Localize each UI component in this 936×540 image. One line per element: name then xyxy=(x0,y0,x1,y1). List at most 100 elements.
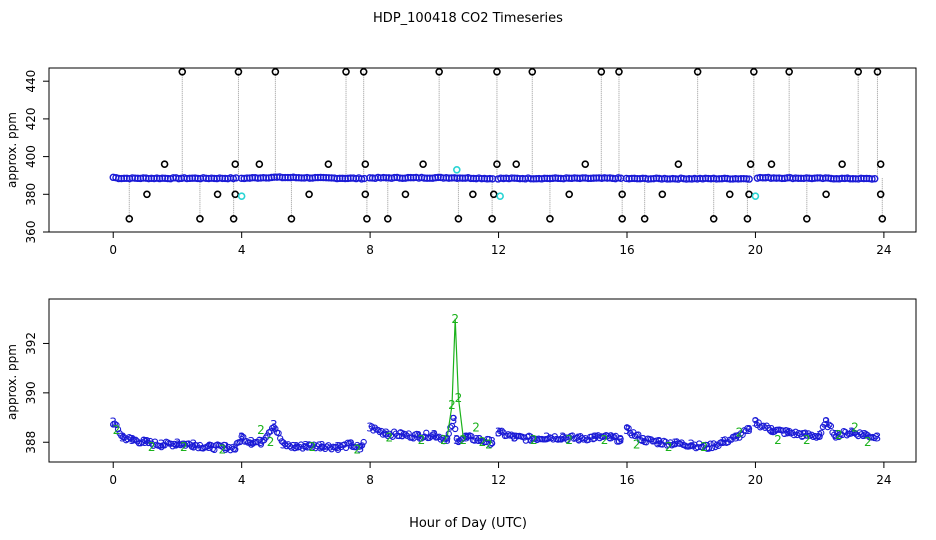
blue-point xyxy=(868,175,876,183)
cyan-point xyxy=(496,192,504,200)
marker-label-3: 3 xyxy=(190,438,198,452)
blue-point xyxy=(410,435,417,442)
marker-label-3: 3 xyxy=(488,435,496,449)
top-marks xyxy=(109,67,887,223)
outlier-point xyxy=(363,215,371,223)
marker-label-3: 3 xyxy=(745,423,753,437)
outlier-point xyxy=(838,160,846,168)
outlier-point xyxy=(528,67,537,76)
outlier-point xyxy=(271,67,280,76)
y-tick-label: 400 xyxy=(24,145,38,168)
marker-label-3: 3 xyxy=(575,432,583,446)
outlier-point xyxy=(854,67,863,76)
top-panel: 0 4 8 12 16 20 24 360 380 400 420 440 approx. ppm xyxy=(5,67,917,257)
marker-label-3: 3 xyxy=(639,433,647,447)
top-y-axis-label: approx. ppm xyxy=(5,112,19,188)
x-tick-label: 20 xyxy=(748,243,763,257)
marker-label-3: 3 xyxy=(703,440,711,454)
blue-point xyxy=(827,422,835,430)
marker-label-3: 3 xyxy=(559,430,567,444)
marker-label-3: 3 xyxy=(655,435,663,449)
cyan-point xyxy=(751,192,760,200)
blue-point xyxy=(713,441,721,448)
marker-label-2: 2 xyxy=(455,391,463,405)
x-tick-label: 24 xyxy=(876,243,891,257)
blue-point xyxy=(872,433,880,440)
blue-point xyxy=(413,430,420,438)
marker-label-2: 2 xyxy=(774,433,782,447)
blue-point xyxy=(358,442,366,449)
marker-label-3: 3 xyxy=(623,423,631,437)
marker-label-3: 3 xyxy=(832,428,840,442)
blue-point xyxy=(114,426,122,433)
blue-point xyxy=(871,175,879,183)
marker-label-2: 2 xyxy=(851,420,859,434)
marker-label-2: 2 xyxy=(530,433,538,447)
marker-label-2: 2 xyxy=(148,440,156,454)
marker-label-2: 2 xyxy=(864,435,872,449)
blue-point xyxy=(431,431,438,438)
outlier-point xyxy=(674,160,683,168)
cyan-point xyxy=(453,165,461,174)
outlier-point xyxy=(469,190,477,199)
marker-label-3: 3 xyxy=(511,430,519,444)
blue-point xyxy=(488,440,496,447)
outlier-point xyxy=(873,67,882,76)
blue-point xyxy=(871,434,878,442)
marker-label-3: 3 xyxy=(431,428,439,442)
outlier-point xyxy=(234,67,243,76)
outlier-point xyxy=(229,215,238,223)
x-tick-label: 16 xyxy=(619,473,634,487)
blue-point xyxy=(710,440,717,447)
marker-label-3: 3 xyxy=(302,439,310,453)
blue-point xyxy=(742,175,751,183)
outlier-point xyxy=(693,67,702,76)
blue-point xyxy=(816,433,823,440)
marker-label-3: 3 xyxy=(527,432,535,446)
blue-point xyxy=(118,432,125,439)
outlier-point xyxy=(454,215,463,223)
y-tick-label: 392 xyxy=(24,332,38,355)
outlier-point xyxy=(615,67,623,76)
blue-point xyxy=(445,430,452,437)
outlier-point xyxy=(342,67,350,76)
blue-point xyxy=(745,175,753,183)
outlier-point xyxy=(359,67,368,76)
marker-label-3: 3 xyxy=(357,441,365,455)
green-spike-line xyxy=(446,318,464,438)
marker-label-3: 3 xyxy=(398,428,406,442)
outlier-point xyxy=(658,190,667,199)
top-plot-frame xyxy=(48,67,917,233)
blue-point xyxy=(196,441,204,449)
marker-label-3: 3 xyxy=(800,428,808,442)
outlier-point xyxy=(743,215,752,223)
marker-label-3: 3 xyxy=(543,430,551,444)
blue-point xyxy=(617,435,624,443)
blue-point xyxy=(257,441,265,448)
marker-label-3: 3 xyxy=(382,427,390,441)
marker-label-3: 3 xyxy=(687,438,695,452)
outlier-point xyxy=(361,190,370,199)
outlier-point xyxy=(750,67,758,76)
blue-point xyxy=(151,438,159,445)
outlier-point xyxy=(725,190,734,199)
blue-point xyxy=(826,421,833,428)
marker-label-2: 2 xyxy=(418,433,426,447)
top-axes: 0 4 8 12 16 20 24 360 380 400 420 440 xyxy=(24,70,892,257)
blue-point xyxy=(635,431,642,438)
blue-point xyxy=(612,432,619,440)
outlier-point xyxy=(361,160,370,168)
x-tick-label: 8 xyxy=(366,473,374,487)
outlier-point xyxy=(745,190,753,199)
blue-point xyxy=(485,436,493,443)
blue-point xyxy=(264,432,271,439)
outlier-point xyxy=(231,160,240,168)
x-tick-label: 12 xyxy=(491,243,506,257)
marker-label-2: 2 xyxy=(835,428,843,442)
blue-point xyxy=(458,436,465,443)
blue-point xyxy=(323,443,330,450)
marker-label-3: 3 xyxy=(874,430,882,444)
marker-label-3: 3 xyxy=(861,428,869,442)
blue-point xyxy=(368,423,375,430)
marker-label-3: 3 xyxy=(238,430,246,444)
